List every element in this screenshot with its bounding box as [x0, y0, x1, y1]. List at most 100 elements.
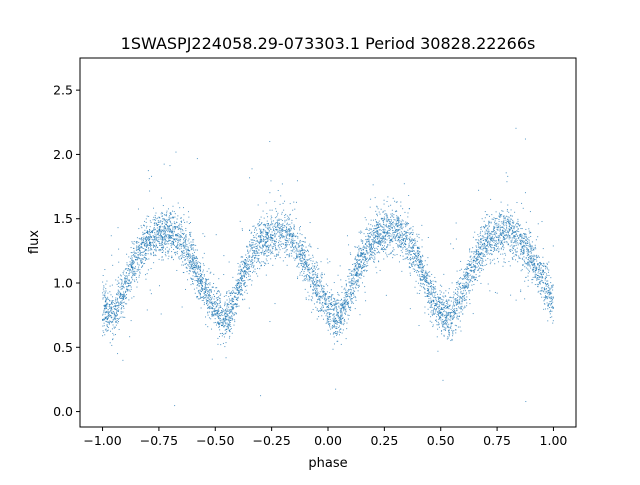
data-point [171, 241, 173, 243]
data-point [123, 286, 125, 288]
data-point [390, 223, 391, 225]
data-point [504, 230, 506, 232]
data-point [548, 297, 550, 299]
data-point [499, 237, 501, 239]
data-point [479, 253, 481, 255]
data-point [551, 296, 553, 298]
data-point [481, 235, 483, 237]
data-point [193, 244, 195, 246]
data-point [521, 258, 523, 260]
data-point [347, 318, 349, 320]
data-point [251, 242, 253, 244]
data-point [501, 226, 503, 228]
data-point [311, 269, 313, 271]
data-point [495, 231, 497, 233]
data-point [489, 243, 491, 245]
data-point [132, 267, 134, 269]
data-point [534, 276, 536, 278]
data-point [211, 298, 213, 300]
data-point [184, 245, 186, 247]
data-point [341, 332, 343, 334]
data-point [184, 258, 186, 260]
data-point [190, 241, 192, 243]
data-point [143, 241, 145, 243]
data-point [314, 284, 316, 286]
data-point [224, 310, 226, 312]
data-point [424, 288, 426, 290]
data-point [304, 237, 306, 239]
data-point [302, 269, 304, 271]
data-point [511, 239, 513, 241]
data-point [448, 319, 450, 321]
data-point [257, 251, 259, 253]
data-point [327, 298, 329, 300]
data-point [443, 335, 445, 337]
data-point [270, 218, 272, 220]
data-point [288, 256, 290, 258]
data-point [191, 267, 193, 269]
data-point [209, 308, 211, 310]
data-point [109, 311, 111, 313]
data-point [412, 244, 414, 246]
data-point [511, 215, 513, 217]
data-point [319, 299, 321, 301]
data-point [272, 252, 274, 254]
data-point [340, 317, 342, 319]
data-point [201, 300, 203, 302]
data-point [265, 233, 267, 235]
data-point [187, 240, 189, 242]
data-point [143, 248, 145, 250]
data-point [120, 301, 122, 303]
data-point [334, 303, 336, 305]
data-point [531, 258, 533, 260]
data-point [443, 329, 445, 331]
data-point [454, 310, 456, 312]
data-point [333, 313, 335, 315]
data-point [364, 265, 366, 267]
data-point [363, 266, 365, 268]
data-point [339, 265, 341, 267]
data-point [491, 238, 493, 240]
data-point [383, 242, 385, 244]
data-point [476, 252, 478, 254]
data-point [124, 280, 126, 282]
data-point [311, 311, 313, 313]
data-point [110, 317, 112, 319]
data-point [265, 232, 267, 234]
data-point [346, 328, 348, 330]
data-point [167, 236, 169, 238]
data-point [104, 296, 106, 298]
data-point [194, 262, 196, 264]
data-point [391, 215, 393, 216]
data-point [385, 223, 387, 225]
data-point [467, 272, 468, 274]
data-point [238, 305, 240, 307]
data-point [439, 298, 441, 300]
data-point [408, 244, 410, 246]
data-point [210, 271, 212, 273]
data-point [218, 326, 220, 328]
data-point [408, 246, 410, 248]
data-point [374, 225, 376, 227]
data-point [247, 250, 249, 252]
data-point [265, 247, 267, 249]
data-point [397, 232, 399, 234]
data-point [326, 310, 328, 312]
data-point [506, 222, 508, 224]
data-point [381, 245, 383, 247]
data-point [523, 245, 525, 247]
data-point [234, 312, 236, 314]
data-point [456, 315, 458, 317]
data-point [169, 239, 171, 241]
data-point [452, 317, 454, 319]
data-point [400, 224, 402, 226]
data-point [348, 306, 350, 308]
data-point [162, 218, 164, 220]
data-point [203, 277, 204, 279]
data-point [341, 309, 343, 311]
data-point [412, 232, 414, 234]
data-point [517, 230, 519, 232]
data-point [517, 220, 519, 222]
data-point [345, 308, 347, 310]
data-point [250, 247, 252, 249]
